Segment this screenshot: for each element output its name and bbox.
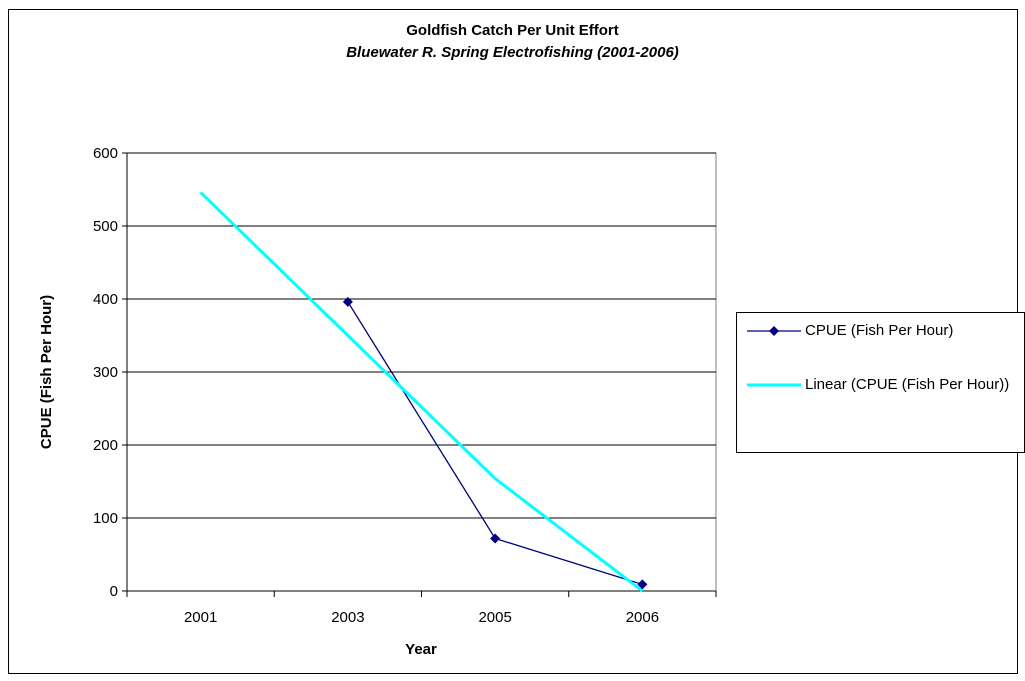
x-tick-label: 2003: [331, 609, 364, 626]
legend: CPUE (Fish Per Hour) Linear (CPUE (Fish …: [736, 312, 1025, 453]
legend-swatch-linear: [747, 383, 801, 387]
y-tick-label: 200: [93, 437, 118, 454]
data-point-cpue: [637, 579, 648, 590]
y-tick-label: 500: [93, 218, 118, 235]
trendline-linear: [199, 191, 644, 593]
y-tick-label: 400: [93, 291, 118, 308]
legend-label-cpue: CPUE (Fish Per Hour): [805, 322, 954, 339]
y-tick-label: 0: [110, 583, 118, 600]
legend-label-linear: Linear (CPUE (Fish Per Hour)): [805, 376, 1010, 393]
y-tick-label: 600: [93, 145, 118, 162]
chart-subtitle: Bluewater R. Spring Electrofishing (2001…: [346, 44, 679, 61]
data-point-cpue: [342, 296, 353, 307]
data-point-cpue: [490, 533, 501, 544]
x-tick-label: 2006: [626, 609, 659, 626]
y-tick-label: 100: [93, 510, 118, 527]
x-tick-label: 2005: [478, 609, 511, 626]
x-tick-label: 2001: [184, 609, 217, 626]
chart-title: Goldfish Catch Per Unit Effort: [406, 22, 619, 39]
legend-swatch-cpue: [747, 326, 801, 336]
x-axis-label: Year: [405, 641, 437, 658]
y-tick-label: 300: [93, 364, 118, 381]
y-axis-label: CPUE (Fish Per Hour): [38, 295, 55, 449]
